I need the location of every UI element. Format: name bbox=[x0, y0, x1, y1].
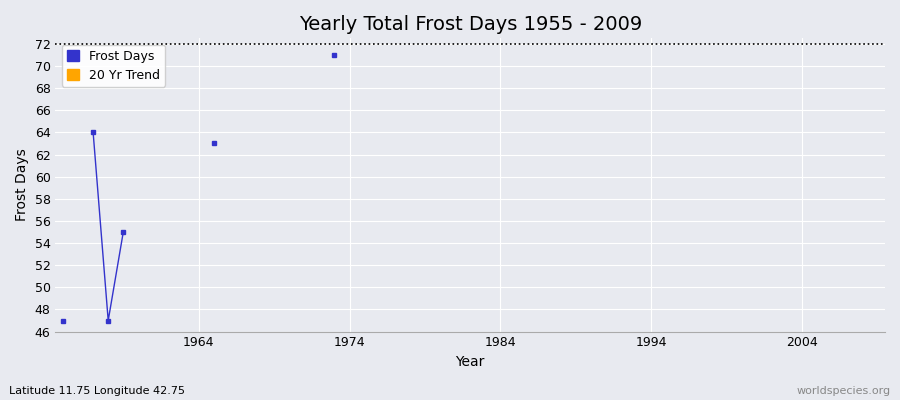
Text: worldspecies.org: worldspecies.org bbox=[796, 386, 891, 396]
Text: Latitude 11.75 Longitude 42.75: Latitude 11.75 Longitude 42.75 bbox=[9, 386, 185, 396]
X-axis label: Year: Year bbox=[455, 355, 485, 369]
Y-axis label: Frost Days: Frost Days bbox=[15, 148, 29, 221]
Legend: Frost Days, 20 Yr Trend: Frost Days, 20 Yr Trend bbox=[62, 44, 166, 87]
Title: Yearly Total Frost Days 1955 - 2009: Yearly Total Frost Days 1955 - 2009 bbox=[299, 15, 642, 34]
